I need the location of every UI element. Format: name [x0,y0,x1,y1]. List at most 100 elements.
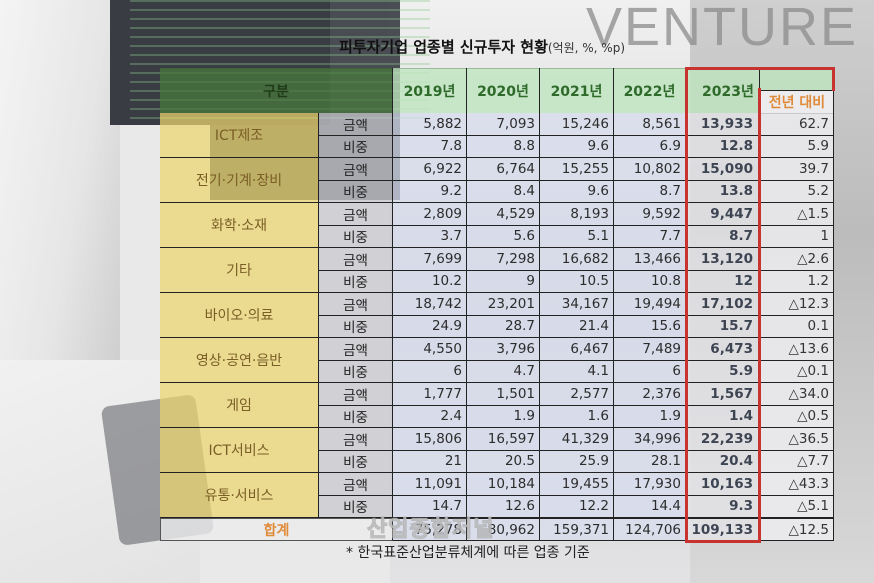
value-cell: 8.7 [614,180,686,203]
value-cell: 13,933 [686,113,760,136]
value-cell: 4,550 [393,338,467,361]
sub-label-share: 비중 [318,270,393,293]
sub-label-amount: 금액 [318,428,393,451]
change-cell: △34.0 [760,383,834,406]
value-cell: 20.4 [686,450,760,473]
value-cell: 8.4 [467,180,540,203]
value-cell: 1.4 [686,405,760,428]
value-cell: 2,809 [393,203,467,226]
category-label: 게임 [160,383,318,428]
value-cell: 9.2 [393,180,467,203]
venture-watermark: VENTURE [586,0,859,57]
value-cell: 21.4 [540,315,614,338]
value-cell: 17,102 [686,293,760,316]
value-cell: 14.4 [614,495,686,518]
value-cell: 6,764 [467,158,540,181]
total-value: 75,278 [393,518,467,541]
value-cell: 13.8 [686,180,760,203]
value-cell: 9.6 [540,180,614,203]
value-cell: 15,255 [540,158,614,181]
total-value: 109,133 [686,518,760,541]
category-label: 유통·서비스 [160,473,318,518]
value-cell: 18,742 [393,293,467,316]
value-cell: 12 [686,270,760,293]
value-cell: 6,467 [540,338,614,361]
value-cell: 7.7 [614,225,686,248]
value-cell: 5.6 [467,225,540,248]
value-cell: 23,201 [467,293,540,316]
category-label: 영상·공연·음반 [160,338,318,383]
sub-label-share: 비중 [318,450,393,473]
header-change: 전년 대비 [760,90,834,114]
header-year-extension [760,68,834,90]
change-cell: △0.5 [760,405,834,428]
value-cell: 13,120 [686,248,760,271]
value-cell: 2.4 [393,405,467,428]
value-cell: 22,239 [686,428,760,451]
value-cell: 24.9 [393,315,467,338]
change-cell: △0.1 [760,360,834,383]
sub-label-share: 비중 [318,360,393,383]
value-cell: 16,597 [467,428,540,451]
category-label: 기타 [160,248,318,293]
value-cell: 12.8 [686,135,760,158]
header-category: 구분 [160,68,393,113]
category-label: 화학·소재 [160,203,318,248]
category-label: 전기·기계·장비 [160,158,318,203]
value-cell: 5,882 [393,113,467,136]
change-cell: △36.5 [760,428,834,451]
value-cell: 9 [467,270,540,293]
sub-label-share: 비중 [318,225,393,248]
value-cell: 5.9 [686,360,760,383]
value-cell: 9.3 [686,495,760,518]
change-cell: △1.5 [760,203,834,226]
press-watermark: 산업종합저널 [366,517,495,543]
value-cell: 15,806 [393,428,467,451]
change-cell: 0.1 [760,315,834,338]
value-cell: 15.7 [686,315,760,338]
change-cell: 1.2 [760,270,834,293]
value-cell: 9.6 [540,135,614,158]
value-cell: 34,167 [540,293,614,316]
value-cell: 6 [614,360,686,383]
value-cell: 10.5 [540,270,614,293]
value-cell: 1,501 [467,383,540,406]
value-cell: 10.2 [393,270,467,293]
value-cell: 3,796 [467,338,540,361]
value-cell: 6,473 [686,338,760,361]
sub-label-amount: 금액 [318,473,393,496]
category-label: ICT제조 [160,113,318,158]
change-cell: △43.3 [760,473,834,496]
value-cell: 28.7 [467,315,540,338]
page-title: 피투자기업 업종별 신규투자 현황(억원, %, %p) [339,36,625,57]
value-cell: 1,567 [686,383,760,406]
value-cell: 10.8 [614,270,686,293]
change-cell: 5.9 [760,135,834,158]
value-cell: 7,093 [467,113,540,136]
value-cell: 10,184 [467,473,540,496]
footnote: * 한국표준산업분류체계에 따른 업종 기준 [346,545,590,561]
total-value: 80,962 [467,518,540,541]
sub-label-amount: 금액 [318,383,393,406]
value-cell: 10,802 [614,158,686,181]
sub-label-amount: 금액 [318,158,393,181]
value-cell: 12.6 [467,495,540,518]
value-cell: 1.9 [467,405,540,428]
value-cell: 3.7 [393,225,467,248]
title-main: 피투자기업 업종별 신규투자 현황 [339,38,548,56]
value-cell: 17,930 [614,473,686,496]
category-label: 바이오·의료 [160,293,318,338]
value-cell: 2,577 [540,383,614,406]
sub-label-share: 비중 [318,180,393,203]
value-cell: 15,090 [686,158,760,181]
sub-label-share: 비중 [318,495,393,518]
value-cell: 15,246 [540,113,614,136]
value-cell: 12.2 [540,495,614,518]
value-cell: 1.6 [540,405,614,428]
value-cell: 14.7 [393,495,467,518]
change-cell: △7.7 [760,450,834,473]
header-year-2020: 2020년 [467,68,540,113]
sub-label-amount: 금액 [318,248,393,271]
value-cell: 6.9 [614,135,686,158]
header-year-2019: 2019년 [393,68,467,113]
